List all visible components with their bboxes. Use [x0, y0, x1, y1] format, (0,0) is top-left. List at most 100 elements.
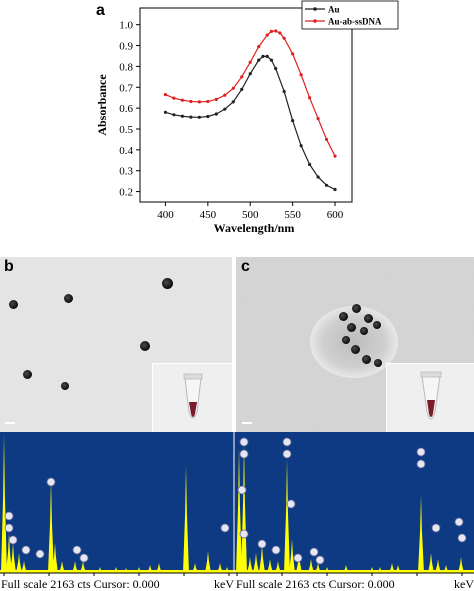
nanoparticle [342, 336, 350, 344]
element-marker [457, 533, 467, 543]
data-point [180, 114, 184, 118]
eds-peak [253, 553, 259, 573]
data-point [180, 98, 184, 102]
plot-frame [139, 7, 353, 203]
data-point [265, 33, 269, 37]
eds-peak [6, 533, 12, 573]
eds-peak [247, 557, 253, 573]
eds-baseline [0, 570, 474, 573]
data-point [214, 112, 218, 116]
data-point [231, 86, 235, 90]
nanoparticle [162, 278, 173, 289]
element-marker [282, 449, 292, 459]
eds-peak [48, 479, 54, 573]
data-point [269, 29, 274, 33]
element-marker [257, 539, 267, 549]
panel-label-b: b [4, 258, 14, 275]
x-tick-label: 450 [200, 209, 217, 221]
panel-label-c: c [241, 258, 250, 275]
data-point [189, 115, 193, 119]
data-point [163, 110, 168, 114]
data-point [282, 36, 286, 40]
eds-peak [308, 559, 314, 573]
chart-axes: 400 450 500 550 600 0.2 0.3 0.4 0.5 0.6 0.7 0.8 0.9 1… [95, 7, 353, 235]
legend-label: Au-ab-ssDNA [328, 17, 382, 27]
data-point [172, 96, 176, 100]
x-tick-label: 550 [284, 209, 301, 221]
element-marker [4, 511, 14, 521]
data-point [308, 96, 312, 100]
data-point [308, 162, 312, 167]
nanoparticle [9, 300, 18, 309]
legend-marker [313, 19, 317, 23]
panel-label-a: a [96, 2, 105, 19]
series-line-1 [165, 30, 336, 157]
data-point [324, 137, 329, 142]
nanoparticle [140, 341, 150, 351]
legend-label: Au [328, 5, 340, 15]
data-point [214, 97, 218, 101]
element-marker [4, 523, 14, 533]
y-tick-label: 0.7 [119, 82, 133, 94]
scale-bar [5, 422, 15, 424]
data-point [257, 58, 261, 62]
data-point [265, 54, 269, 58]
vial-photo [420, 371, 442, 420]
element-marker [46, 477, 56, 487]
data-point [231, 100, 235, 104]
nanoparticle [347, 323, 356, 332]
absorbance-chart: 400 450 500 550 600 0.2 0.3 0.4 0.5 0.6 0.7 0.8 0.9 1… [95, 0, 399, 235]
data-point [172, 113, 176, 117]
eds-footer-left: Full scale 2163 cts Cursor: 0.000 [1, 577, 160, 591]
eds-peak [284, 459, 290, 573]
y-tick-label: 0.3 [119, 166, 133, 178]
nanoparticle [339, 312, 348, 321]
data-point [197, 100, 201, 104]
eds-peak [259, 545, 265, 573]
data-point [206, 99, 210, 104]
data-point [206, 114, 210, 119]
eds-peak [428, 553, 434, 573]
data-point [274, 29, 278, 33]
eds-peak [458, 557, 464, 573]
data-point [299, 73, 303, 77]
element-marker [282, 437, 292, 447]
element-marker [286, 499, 296, 509]
data-point [316, 116, 320, 121]
y-tick-label: 0.4 [119, 145, 133, 157]
x-tick-label: 400 [157, 209, 174, 221]
eds-peak [16, 553, 22, 573]
chart-series [163, 29, 337, 192]
element-marker [431, 523, 441, 533]
vial-inset [386, 363, 474, 432]
x-tick-label: 500 [242, 209, 259, 221]
nanoparticle [351, 345, 360, 354]
tem-image-b [0, 257, 232, 432]
y-tick-label: 0.8 [119, 61, 133, 73]
y-tick-label: 0.5 [119, 124, 133, 136]
data-point [269, 58, 274, 62]
data-point [282, 89, 286, 94]
data-point [189, 99, 193, 104]
data-point [261, 54, 265, 58]
vial-inset [152, 363, 232, 432]
legend-marker [313, 7, 317, 11]
eds-peak [183, 465, 189, 573]
y-tick-label: 0.2 [119, 187, 133, 199]
eds-peak [205, 551, 211, 573]
nanoparticle [23, 370, 32, 379]
element-marker [72, 545, 82, 555]
element-marker [315, 555, 325, 565]
element-marker [454, 517, 464, 527]
element-marker [35, 549, 45, 559]
element-marker [21, 545, 31, 555]
data-point [291, 119, 295, 123]
data-point [316, 175, 320, 179]
data-point [299, 144, 303, 148]
eds-peak [241, 443, 247, 573]
data-point [240, 87, 244, 91]
data-point [324, 183, 329, 187]
nanoparticle [64, 294, 73, 303]
eds-footer-right-unit: keV [454, 577, 474, 591]
element-marker [220, 523, 230, 533]
